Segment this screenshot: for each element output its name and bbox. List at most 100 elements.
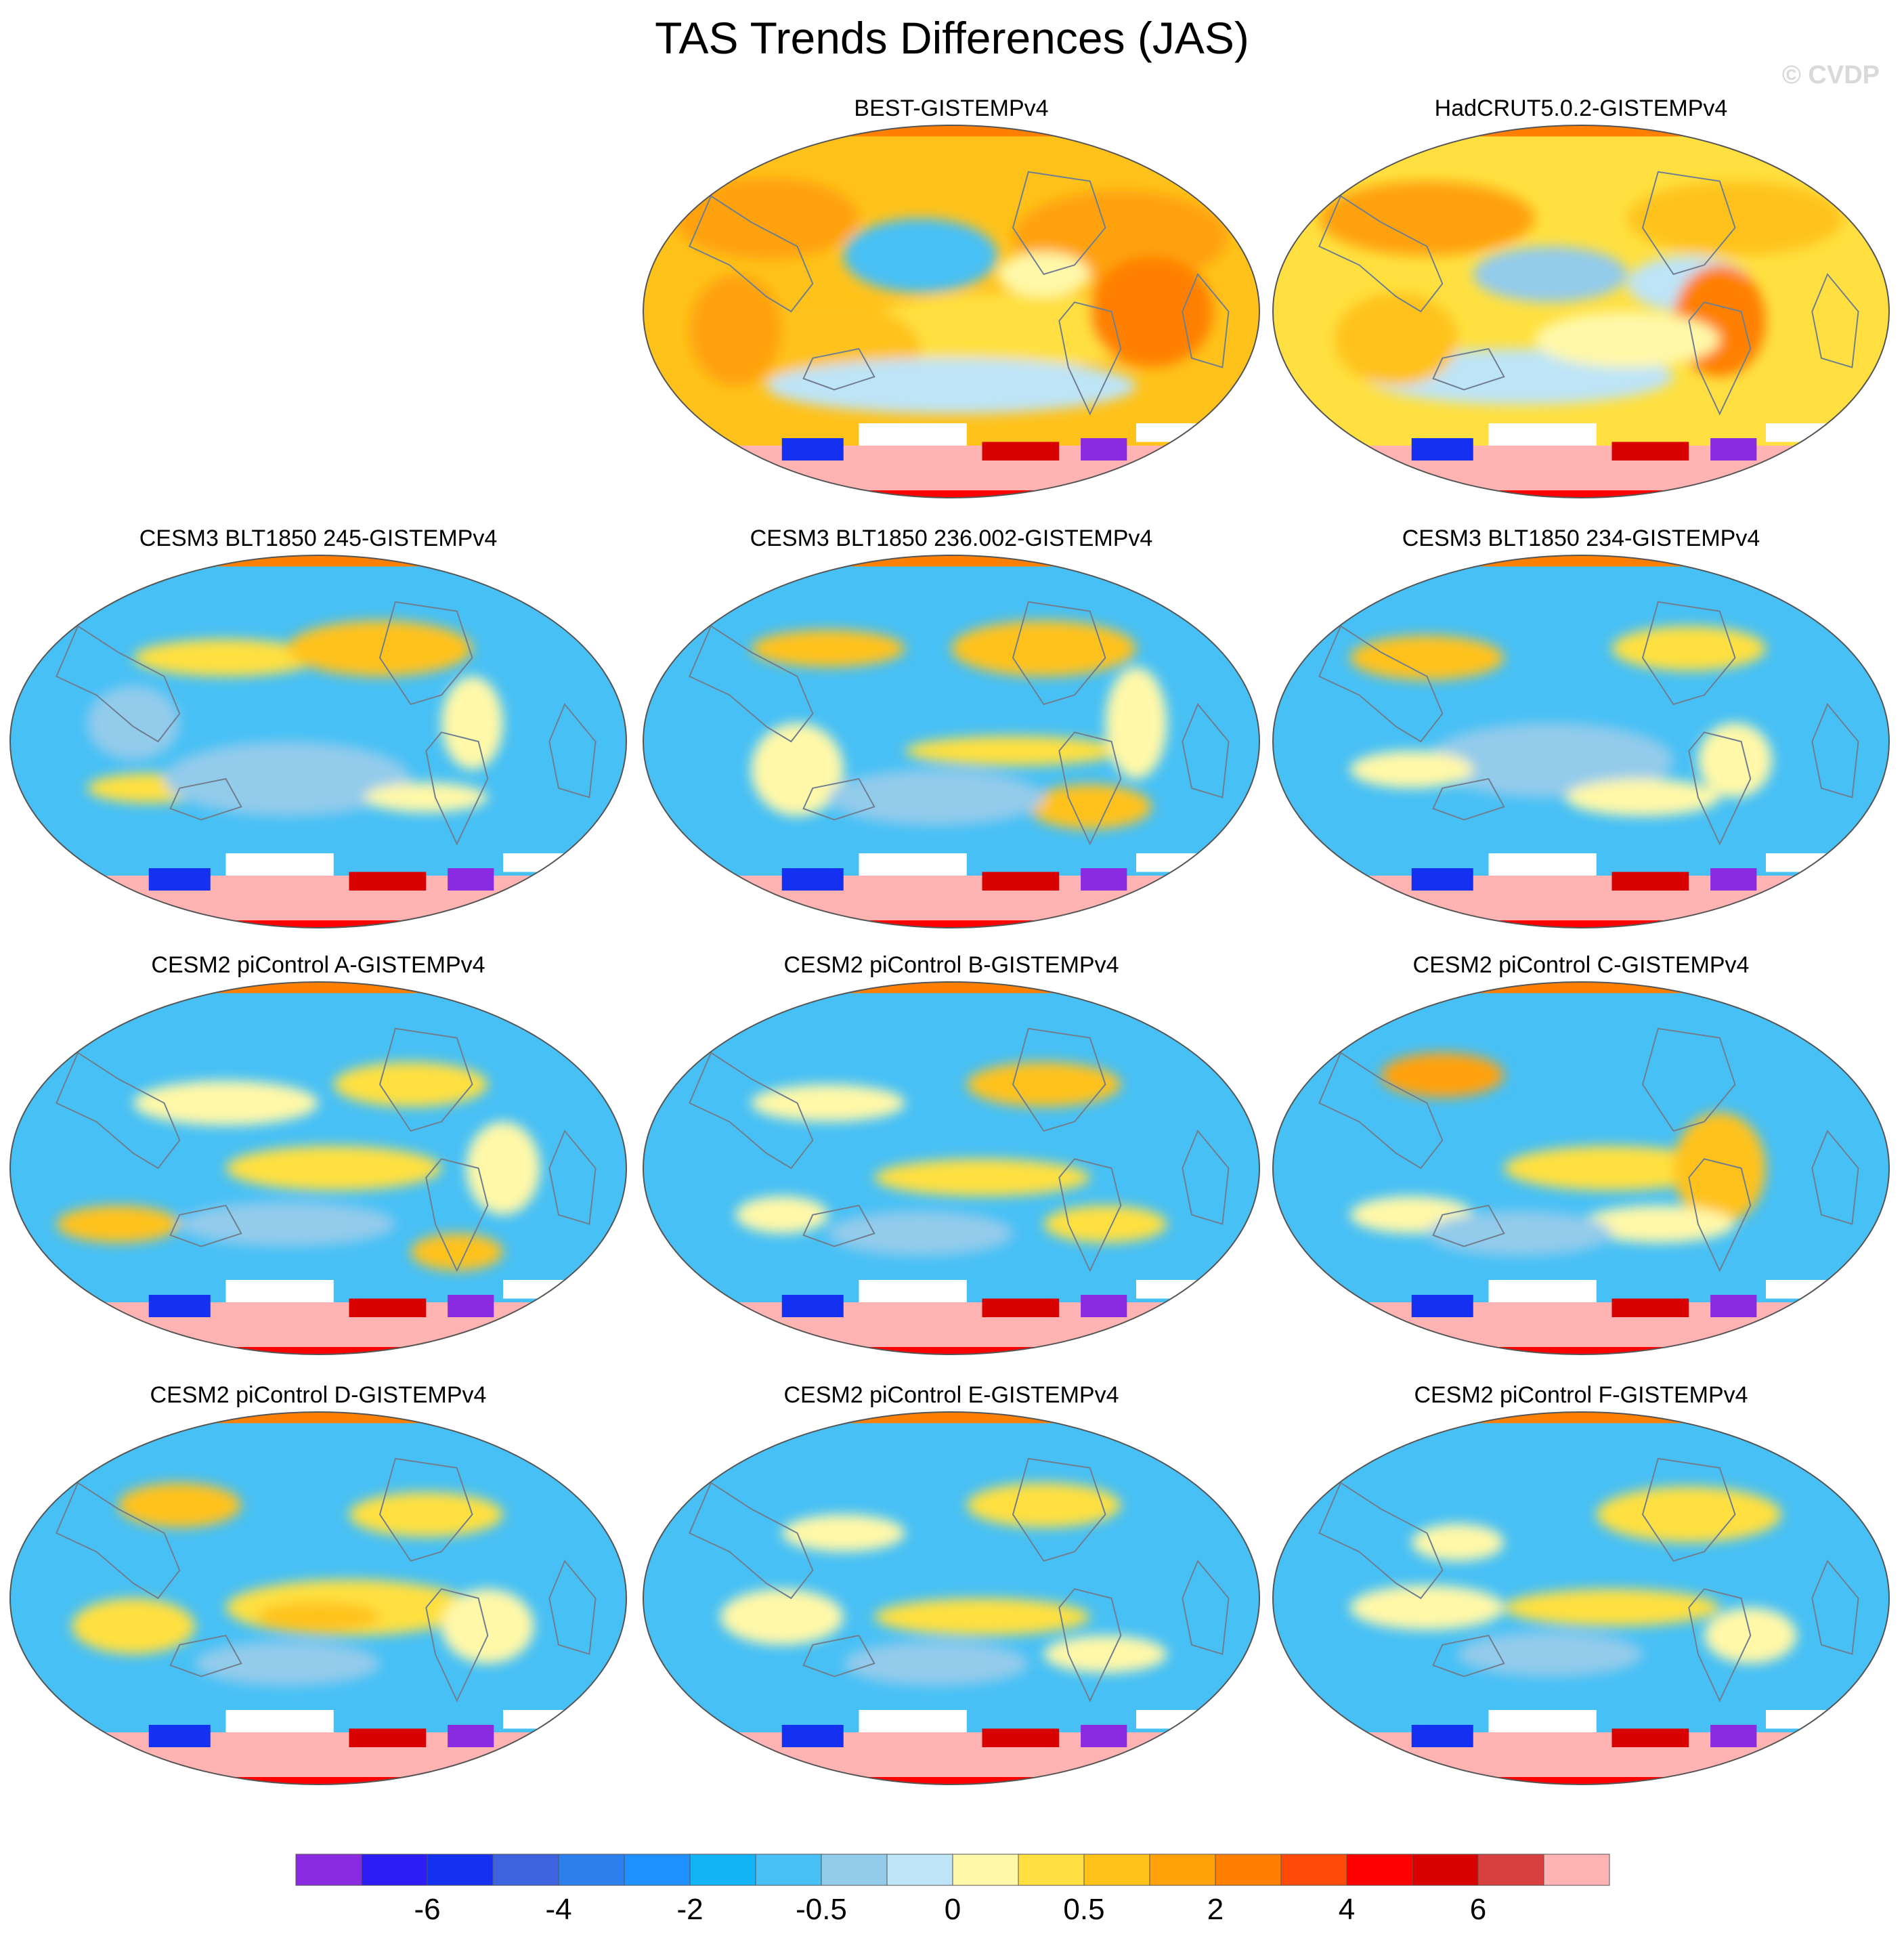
antarctic-region bbox=[1611, 1298, 1689, 1317]
coastline bbox=[1811, 1130, 1859, 1225]
missing-data bbox=[1136, 1710, 1259, 1729]
coastline bbox=[55, 625, 181, 743]
coastline bbox=[1012, 1027, 1106, 1132]
map-border bbox=[643, 1411, 1260, 1785]
coastline bbox=[1432, 347, 1505, 391]
anomaly-region bbox=[1411, 1524, 1505, 1561]
south-edge-band bbox=[643, 1347, 1259, 1354]
missing-data bbox=[225, 1710, 334, 1732]
anomaly-region bbox=[828, 1211, 1013, 1256]
antarctic-region bbox=[1081, 438, 1127, 461]
anomaly-region bbox=[118, 1482, 242, 1528]
antarctic-region bbox=[1411, 1725, 1473, 1747]
anomaly-region bbox=[951, 620, 1136, 677]
colorbar-swatch bbox=[492, 1854, 559, 1886]
anomaly-region bbox=[1349, 1585, 1505, 1630]
anomaly-region bbox=[720, 1589, 844, 1645]
antarctic-region bbox=[349, 1728, 427, 1747]
colorbar-tick-label: 4 bbox=[1339, 1893, 1355, 1926]
arctic-band bbox=[643, 125, 1259, 137]
panel-title: CESM2 piControl D-GISTEMPv4 bbox=[150, 1382, 487, 1408]
coastline bbox=[1641, 171, 1736, 276]
anomaly-region bbox=[1673, 1112, 1766, 1224]
anomaly-region bbox=[441, 676, 503, 770]
colorbar-tick-label: 2 bbox=[1207, 1893, 1224, 1926]
anomaly-region bbox=[1504, 1146, 1720, 1191]
coastline bbox=[1012, 1457, 1106, 1562]
map-panel: CESM2 piControl C-GISTEMPv4 bbox=[1272, 952, 1890, 1355]
missing-data bbox=[859, 1280, 967, 1302]
anomaly-region bbox=[1458, 1631, 1643, 1677]
anomaly-region bbox=[72, 1598, 195, 1654]
anomaly-region bbox=[195, 1641, 380, 1686]
map-border bbox=[643, 555, 1260, 928]
anomaly-region bbox=[333, 1062, 488, 1107]
map-border bbox=[9, 1411, 627, 1785]
anomaly-region bbox=[364, 782, 488, 813]
coastline bbox=[802, 347, 875, 391]
map-panel: CESM2 piControl B-GISTEMPv4 bbox=[643, 952, 1260, 1355]
missing-data bbox=[1136, 1280, 1259, 1299]
antarctic-region bbox=[781, 868, 844, 891]
anomaly-region bbox=[1611, 626, 1766, 671]
coastline bbox=[1811, 703, 1859, 798]
colorbar-tick-label: -0.5 bbox=[796, 1893, 847, 1926]
coastline bbox=[1432, 1204, 1505, 1247]
coastline bbox=[1688, 1588, 1752, 1703]
coastline bbox=[1811, 1560, 1859, 1655]
anomaly-region bbox=[349, 1492, 503, 1537]
coastline bbox=[1012, 171, 1106, 276]
colorbar-tick-label: -4 bbox=[545, 1893, 571, 1926]
coastline bbox=[1432, 777, 1505, 821]
anomaly-region bbox=[1043, 1635, 1167, 1673]
watermark: © CVDP bbox=[1781, 61, 1880, 89]
anomaly-region bbox=[257, 1602, 380, 1632]
coastline bbox=[1641, 1027, 1736, 1132]
coastline bbox=[1688, 1158, 1752, 1272]
anomaly-region bbox=[674, 177, 859, 259]
anomaly-region bbox=[966, 1062, 1121, 1107]
arctic-band bbox=[1273, 555, 1889, 567]
colorbar-swatch bbox=[886, 1854, 953, 1886]
map-panel: CESM2 piControl A-GISTEMPv4 bbox=[9, 952, 627, 1355]
antarctic-region bbox=[982, 1298, 1060, 1317]
coastline bbox=[169, 1204, 242, 1247]
anomaly-region bbox=[1335, 293, 1458, 386]
missing-data bbox=[1488, 423, 1597, 446]
anomaly-region bbox=[766, 358, 1136, 414]
colorbar-swatch bbox=[821, 1854, 888, 1886]
south-edge-band bbox=[1273, 1347, 1889, 1354]
antarctic-region bbox=[148, 1725, 211, 1747]
antarctic-region bbox=[982, 872, 1060, 891]
colorbar-swatch bbox=[361, 1854, 428, 1886]
anomaly-region bbox=[441, 1589, 534, 1664]
anomaly-region bbox=[751, 723, 844, 816]
panel-title: HadCRUT5.0.2-GISTEMPv4 bbox=[1435, 95, 1728, 121]
map-border bbox=[1272, 981, 1890, 1355]
coastline bbox=[1688, 301, 1752, 416]
coastline bbox=[1318, 195, 1444, 313]
missing-data bbox=[1766, 853, 1889, 872]
coastline bbox=[1012, 601, 1106, 706]
missing-data bbox=[859, 423, 967, 446]
coastline bbox=[1182, 1560, 1230, 1655]
missing-data bbox=[225, 1280, 334, 1302]
coastline bbox=[1182, 1130, 1230, 1225]
south-edge-band bbox=[1273, 1777, 1889, 1784]
antarctic-region bbox=[349, 1298, 427, 1317]
map-panel: CESM2 piControl E-GISTEMPv4 bbox=[643, 1382, 1260, 1785]
antarctic-region bbox=[349, 872, 427, 891]
arctic-band bbox=[643, 982, 1259, 993]
south-edge-band bbox=[643, 490, 1259, 498]
coastline bbox=[1058, 731, 1122, 846]
arctic-band bbox=[1273, 982, 1889, 993]
anomaly-region bbox=[874, 1598, 1090, 1635]
coastline bbox=[1318, 1482, 1444, 1600]
anomaly-region bbox=[905, 735, 1121, 766]
coastline bbox=[548, 1130, 597, 1225]
anomaly-region bbox=[1534, 312, 1720, 368]
map-panel: CESM3 BLT1850 234-GISTEMPv4 bbox=[1272, 526, 1890, 928]
panel-title: CESM2 piControl F-GISTEMPv4 bbox=[1414, 1382, 1748, 1408]
antarctic-region bbox=[1611, 1728, 1689, 1747]
missing-data bbox=[503, 1710, 626, 1729]
